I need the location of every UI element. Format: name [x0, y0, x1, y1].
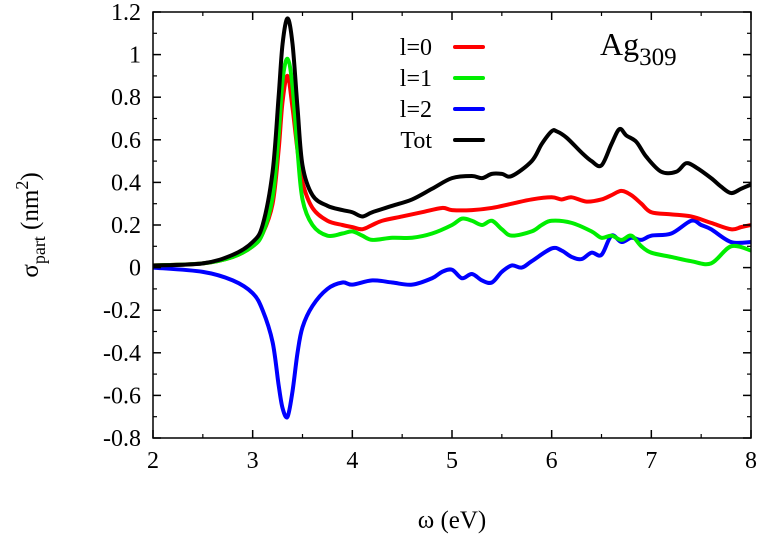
- y-axis-label: σpart (nm2): [12, 172, 49, 277]
- x-tick-label: 8: [745, 448, 757, 474]
- y-tick-label: 1: [129, 43, 141, 69]
- y-tick-label: -0.8: [103, 426, 141, 452]
- x-tick-label: 2: [147, 448, 159, 474]
- series-line-tot: [153, 16, 751, 268]
- legend: l=0 l=1 l=2 Tot: [400, 35, 485, 154]
- x-tick-label: 7: [645, 448, 657, 474]
- y-axis-ticks: -0.8 -0.6 -0.4 -0.2 0 0.2 0.4 0.6 0.8 1 1.2: [103, 0, 751, 452]
- y-axis-label-unit: (nm: [17, 189, 44, 236]
- y-tick-label: 1.2: [111, 0, 141, 26]
- y-tick-label: 0.6: [111, 128, 141, 154]
- y-axis-label-unit-close: ): [17, 172, 44, 180]
- y-tick-label: -0.6: [103, 383, 141, 409]
- y-tick-label: 0.4: [111, 170, 141, 196]
- y-tick-label: 0.2: [111, 213, 141, 239]
- x-tick-label: 4: [346, 448, 358, 474]
- x-axis-label: ω (eV): [418, 507, 487, 534]
- y-tick-label: 0: [129, 256, 141, 282]
- series-line-l-1: [153, 56, 751, 268]
- x-tick-label: 6: [546, 448, 558, 474]
- y-tick-label: 0.8: [111, 85, 141, 111]
- series-layer: [153, 16, 751, 420]
- x-axis-ticks: 2 3 4 5 6 7 8: [147, 12, 757, 474]
- y-axis-label-superscript: 2: [12, 181, 32, 190]
- y-axis-label-symbol: σ: [17, 264, 44, 278]
- x-tick-label: 3: [247, 448, 259, 474]
- y-axis-label-subscript: part: [29, 236, 49, 264]
- annotation-main: Ag: [600, 26, 639, 62]
- legend-label-l-2: l=2: [400, 97, 432, 123]
- legend-label-l-1: l=1: [400, 66, 432, 92]
- legend-label-l-0: l=0: [400, 35, 432, 61]
- chart-annotation: Ag309: [600, 26, 677, 71]
- x-tick-label: 5: [446, 448, 458, 474]
- y-tick-label: -0.2: [103, 298, 141, 324]
- annotation-subscript: 309: [639, 44, 677, 71]
- legend-label-tot: Tot: [400, 128, 432, 154]
- y-tick-label: -0.4: [103, 341, 141, 367]
